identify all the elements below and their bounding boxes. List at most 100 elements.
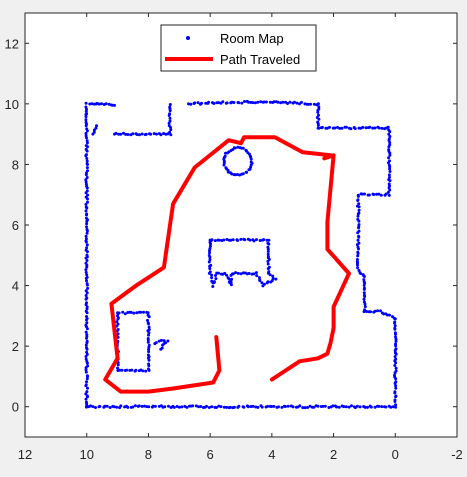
path-traveled-series [103, 135, 351, 394]
room-map-point [169, 128, 173, 132]
room-map-point [84, 105, 88, 109]
room-map-point [357, 202, 361, 206]
room-map-point [84, 270, 88, 274]
room-map-point [387, 163, 391, 167]
room-map-point [135, 311, 139, 315]
room-map-point [167, 404, 170, 408]
room-map-point [393, 324, 397, 328]
room-map-point [229, 238, 233, 242]
room-map-point [139, 310, 143, 314]
room-map-point [85, 222, 89, 226]
room-map-point [232, 173, 236, 177]
room-map-point [366, 405, 369, 409]
room-map-point [97, 102, 101, 106]
room-map-point [291, 101, 295, 105]
room-map-point [224, 166, 228, 170]
room-map-point [198, 102, 202, 106]
room-map-point [372, 193, 376, 196]
room-map-point [147, 325, 151, 329]
room-map-point [344, 405, 348, 409]
room-map-point [85, 333, 89, 337]
room-map-point [394, 403, 398, 407]
room-map-point [225, 273, 229, 277]
room-map-point [84, 357, 88, 361]
room-map-point [116, 366, 120, 370]
room-map-point [380, 126, 384, 130]
room-map-point [239, 237, 243, 241]
room-map-point [261, 284, 265, 288]
room-map-point [113, 103, 116, 107]
room-map-point [355, 260, 359, 264]
room-map-point [122, 131, 125, 135]
room-map-point [119, 404, 123, 408]
room-map-point [387, 132, 391, 136]
room-map-point [208, 251, 211, 255]
room-map-point [271, 274, 275, 278]
room-map-point [231, 238, 235, 242]
room-map-point [255, 238, 258, 242]
room-map-point [295, 101, 299, 105]
room-map-point [84, 294, 88, 297]
room-map-point [213, 239, 217, 243]
room-map-series [84, 99, 398, 410]
room-map-point [375, 192, 379, 196]
room-map-point [356, 238, 360, 242]
room-map-point [126, 133, 130, 136]
room-map-point [249, 157, 253, 161]
room-map-point [355, 404, 359, 408]
room-map-point [123, 312, 127, 316]
room-map-point [147, 315, 151, 319]
room-map-point [377, 192, 381, 196]
room-map-point [260, 405, 264, 409]
room-map-point [357, 208, 361, 212]
room-map-point [159, 347, 163, 351]
room-map-point [84, 397, 88, 401]
legend: Room Map Path Traveled [160, 24, 317, 72]
room-map-point [210, 405, 214, 409]
room-map-point [331, 126, 335, 130]
room-map-point [267, 242, 271, 246]
room-map-point [116, 328, 120, 331]
room-map-point [146, 338, 150, 342]
room-map-point [84, 309, 88, 313]
room-map-point [262, 238, 266, 242]
room-map-point [317, 105, 321, 109]
y-tick-label: 0 [12, 400, 19, 415]
room-map-point [115, 320, 119, 324]
room-map-point [208, 247, 212, 251]
room-map-point [215, 271, 219, 275]
room-map-point [177, 405, 181, 409]
room-map-point [84, 216, 88, 220]
room-map-point [387, 148, 391, 152]
room-map-point [356, 266, 360, 270]
path-traveled-line [103, 135, 351, 394]
room-map-point [197, 405, 201, 409]
room-map-point [146, 340, 150, 344]
room-map-point [166, 339, 170, 343]
room-map-point [89, 404, 93, 408]
room-map-point [116, 369, 120, 372]
room-map-point [85, 231, 89, 235]
room-map-point [225, 238, 229, 241]
room-map-point [317, 113, 320, 117]
room-map-point [85, 159, 89, 163]
room-map-point [269, 280, 273, 284]
room-map-point [95, 124, 98, 128]
room-map-point [258, 278, 262, 282]
room-map-point [233, 146, 237, 150]
room-map-point [268, 100, 272, 104]
room-map-point [84, 289, 88, 293]
room-map-point [116, 322, 120, 326]
room-map-point [85, 350, 89, 354]
room-map-point [266, 259, 270, 263]
y-tick-label: 2 [12, 339, 19, 354]
room-map-point [340, 126, 344, 130]
room-map-point [222, 405, 226, 409]
room-map-point [175, 405, 179, 408]
room-map-point [152, 132, 156, 136]
room-map-point [98, 404, 102, 408]
room-map-point [85, 275, 89, 279]
room-map-point [324, 126, 328, 130]
room-map-point [140, 132, 144, 136]
room-map-point [316, 120, 320, 124]
